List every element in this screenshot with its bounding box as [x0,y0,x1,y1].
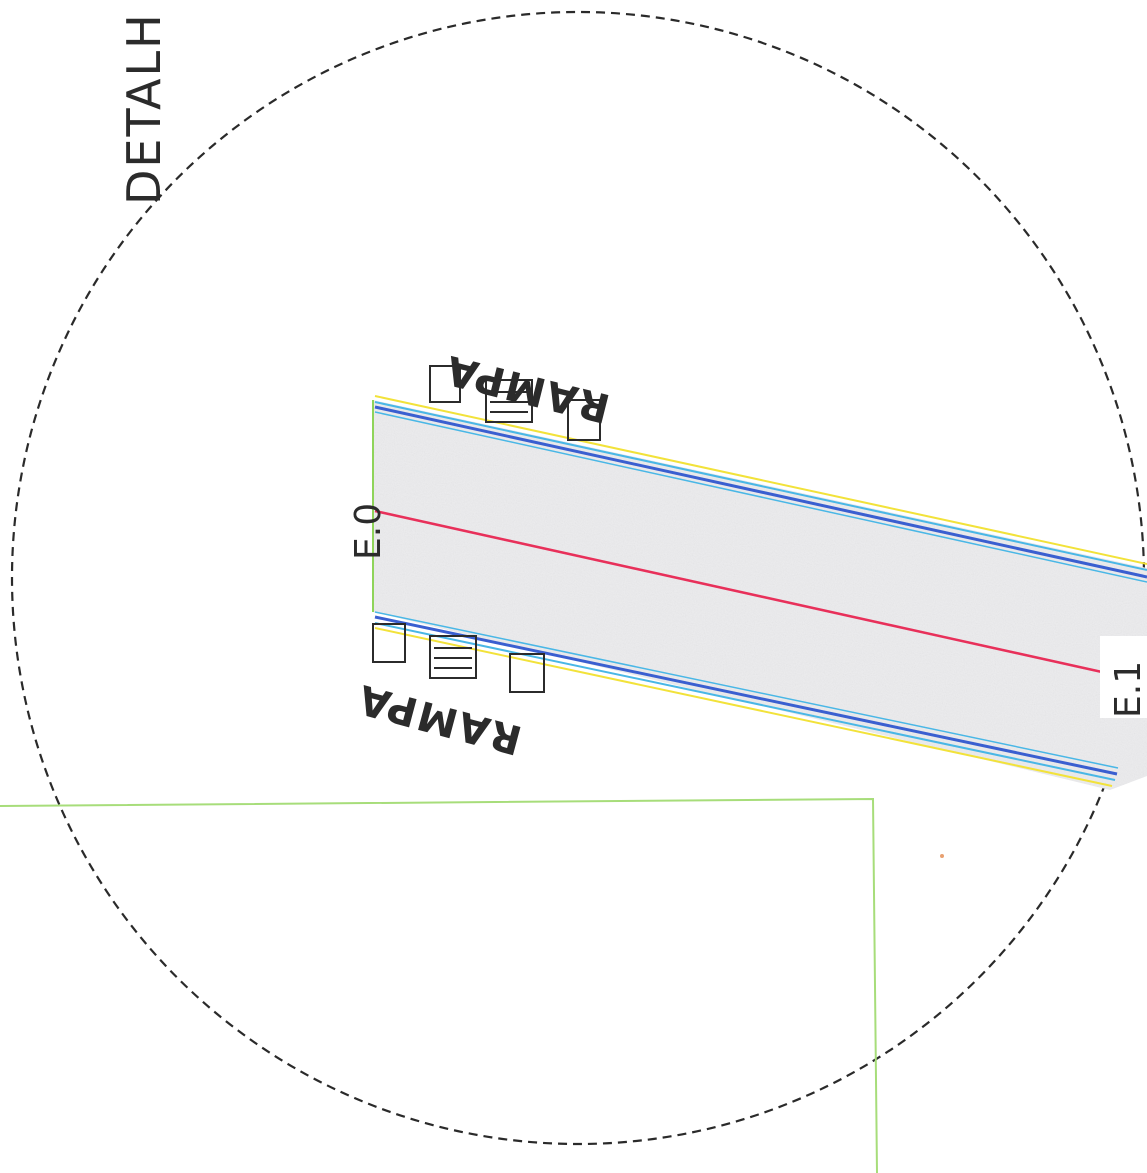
boundary-line [0,797,878,1173]
ramp-label-top: RAMPA [440,346,614,431]
bottom-edge-line [374,615,1118,776]
detail-title: DETALH [117,12,171,205]
ramp-symbol-bottom [372,623,545,693]
ramp-symbol-top [429,365,601,441]
station-end-label: E.1 [1108,661,1147,718]
station-start-label: E.0 [348,503,389,560]
ramp-label-bottom: RAMPA [352,675,526,763]
stray-mark [940,854,944,858]
centerline [374,509,1121,678]
top-edge-line [374,405,1147,579]
ramp-road [372,395,1147,790]
